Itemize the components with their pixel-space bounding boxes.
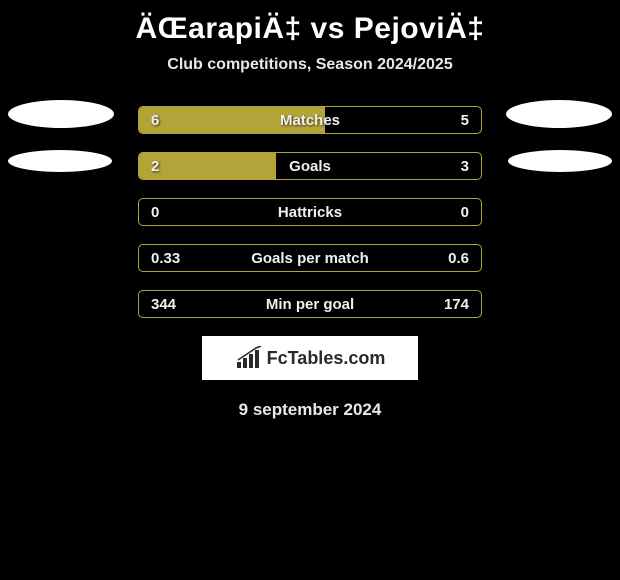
left-ellipse-icon — [8, 100, 114, 128]
right-value: 5 — [449, 107, 481, 133]
right-value: 3 — [449, 153, 481, 179]
stat-bar: 0.33 Goals per match 0.6 — [138, 244, 482, 272]
right-value: 0.6 — [436, 245, 481, 271]
logo-text: FcTables.com — [267, 348, 386, 369]
right-ellipse-icon — [508, 150, 612, 172]
stat-label: Min per goal — [139, 291, 481, 317]
stat-bar: 6 Matches 5 — [138, 106, 482, 134]
stat-row: 0.33 Goals per match 0.6 — [10, 244, 610, 272]
stat-bar: 2 Goals 3 — [138, 152, 482, 180]
page-title: ÄŒarapiÄ‡ vs PejoviÄ‡ — [0, 0, 620, 46]
stat-label: Goals per match — [139, 245, 481, 271]
comparison-chart: 6 Matches 5 2 Goals 3 0 Hattricks 0 0.33 — [0, 106, 620, 318]
stat-row: 0 Hattricks 0 — [10, 198, 610, 226]
left-ellipse-icon — [8, 150, 112, 172]
stat-label: Hattricks — [139, 199, 481, 225]
bar-chart-icon — [235, 346, 265, 370]
right-value: 0 — [449, 199, 481, 225]
stat-label: Goals — [139, 153, 481, 179]
stat-bar: 344 Min per goal 174 — [138, 290, 482, 318]
stat-row: 344 Min per goal 174 — [10, 290, 610, 318]
fctables-logo[interactable]: FcTables.com — [202, 336, 418, 380]
stat-row: 2 Goals 3 — [10, 152, 610, 180]
right-value: 174 — [432, 291, 481, 317]
right-ellipse-icon — [506, 100, 612, 128]
logo-content: FcTables.com — [235, 346, 386, 370]
stat-label: Matches — [139, 107, 481, 133]
stat-bar: 0 Hattricks 0 — [138, 198, 482, 226]
subtitle: Club competitions, Season 2024/2025 — [0, 56, 620, 74]
stat-row: 6 Matches 5 — [10, 106, 610, 134]
date-text: 9 september 2024 — [0, 400, 620, 420]
